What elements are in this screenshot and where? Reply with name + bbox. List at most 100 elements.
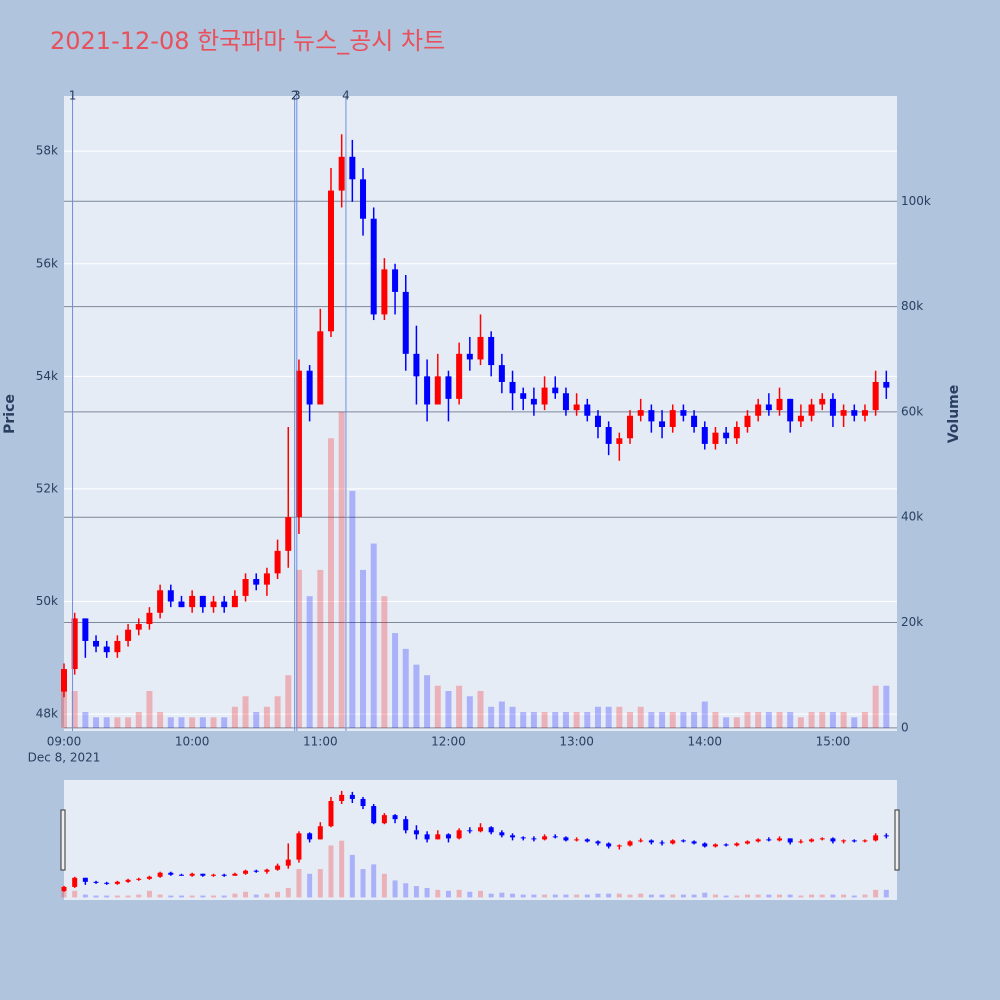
volume-bar xyxy=(809,894,815,898)
candle-body xyxy=(93,881,99,883)
candle-body xyxy=(232,873,238,876)
candle-body xyxy=(797,415,804,422)
volume-bar xyxy=(424,675,431,728)
candle-body xyxy=(445,834,451,839)
candle-body xyxy=(808,404,815,416)
volume-bar xyxy=(402,648,409,728)
candle-body xyxy=(296,833,302,860)
candle-body xyxy=(61,886,67,891)
volume-bar xyxy=(595,893,601,898)
volume-bar xyxy=(733,717,740,728)
volume-bar xyxy=(627,712,634,728)
volume-bar xyxy=(381,873,387,898)
volume-bar xyxy=(755,894,761,898)
candle-body xyxy=(819,838,825,840)
volume-bar xyxy=(328,845,334,898)
candle-body xyxy=(638,840,644,842)
candle-body xyxy=(306,370,313,405)
volume-bar xyxy=(861,712,868,728)
candle-body xyxy=(424,376,431,405)
candle-body xyxy=(562,393,569,411)
volume-bar xyxy=(637,706,644,728)
candle-body xyxy=(841,840,847,842)
candle-body xyxy=(199,595,206,608)
candle-body xyxy=(862,840,868,842)
volume-bar xyxy=(766,894,772,898)
candle-body xyxy=(189,873,195,876)
candle-body xyxy=(327,190,334,332)
volume-bar xyxy=(851,717,858,728)
candle-body xyxy=(861,410,868,416)
volume-bar xyxy=(221,895,227,898)
volume-bar xyxy=(776,712,783,728)
volume-bar xyxy=(232,893,238,898)
candle-body xyxy=(72,877,78,887)
candle-body xyxy=(669,410,676,428)
candle-body xyxy=(93,640,100,647)
x-tick-label: 10:00 xyxy=(175,735,210,749)
candle-body xyxy=(402,291,409,354)
candle-body xyxy=(371,806,377,824)
volume-bar xyxy=(136,894,142,898)
volume-bar xyxy=(594,706,601,728)
volume-bar xyxy=(659,894,665,898)
candle-body xyxy=(189,595,196,608)
y2-tick-label: 100k xyxy=(901,194,931,208)
candle-body xyxy=(552,387,559,394)
volume-bar xyxy=(71,690,78,728)
volume-bar xyxy=(349,490,356,728)
candle-body xyxy=(200,873,206,876)
volume-bar xyxy=(327,438,334,728)
candle-body xyxy=(349,794,355,799)
candle-body xyxy=(723,432,730,439)
x-date-label: Dec 8, 2021 xyxy=(28,751,101,765)
volume-bar xyxy=(712,894,718,898)
slider-handle[interactable] xyxy=(60,809,66,871)
volume-bar xyxy=(200,895,206,898)
candle-body xyxy=(360,798,366,807)
candle-body xyxy=(712,844,718,847)
candle-body xyxy=(680,410,687,416)
volume-bar xyxy=(360,569,367,728)
volume-bar xyxy=(307,873,313,898)
volume-bar xyxy=(445,890,451,898)
candle-body xyxy=(413,353,420,377)
y-tick-label: 56k xyxy=(36,256,58,270)
candle-body xyxy=(392,815,398,820)
volume-bar xyxy=(456,685,463,728)
volume-bar xyxy=(638,893,644,898)
candle-body xyxy=(114,640,121,653)
volume-bar xyxy=(125,717,132,728)
candle-body xyxy=(231,595,238,608)
candle-body xyxy=(734,843,740,846)
y2-tick-label: 20k xyxy=(901,615,923,629)
candle-body xyxy=(552,836,558,838)
volume-bar xyxy=(541,712,548,728)
candle-body xyxy=(264,869,270,872)
candle-body xyxy=(776,398,783,411)
candle-body xyxy=(221,601,228,608)
candle-body xyxy=(114,881,120,884)
slider-handle[interactable] xyxy=(894,809,900,871)
y2-tick-label: 60k xyxy=(901,404,923,418)
candle-body xyxy=(253,579,260,585)
volume-bar xyxy=(263,706,270,728)
range-slider[interactable] xyxy=(64,780,897,900)
candle-body xyxy=(307,833,313,840)
volume-bar xyxy=(872,685,879,728)
candle-body xyxy=(285,517,292,551)
volume-bar xyxy=(231,706,238,728)
volume-bar xyxy=(253,894,259,898)
candle-body xyxy=(584,404,591,416)
candle-body xyxy=(872,381,879,411)
volume-bar xyxy=(584,894,590,898)
candle-body xyxy=(456,353,463,399)
y-tick-label: 50k xyxy=(36,594,58,608)
volume-bar xyxy=(424,887,430,898)
candle-body xyxy=(317,826,323,840)
candle-body xyxy=(584,839,590,842)
candle-body xyxy=(691,841,697,844)
candle-body xyxy=(339,794,345,801)
volume-bar xyxy=(72,890,78,898)
volume-bar xyxy=(562,712,569,728)
